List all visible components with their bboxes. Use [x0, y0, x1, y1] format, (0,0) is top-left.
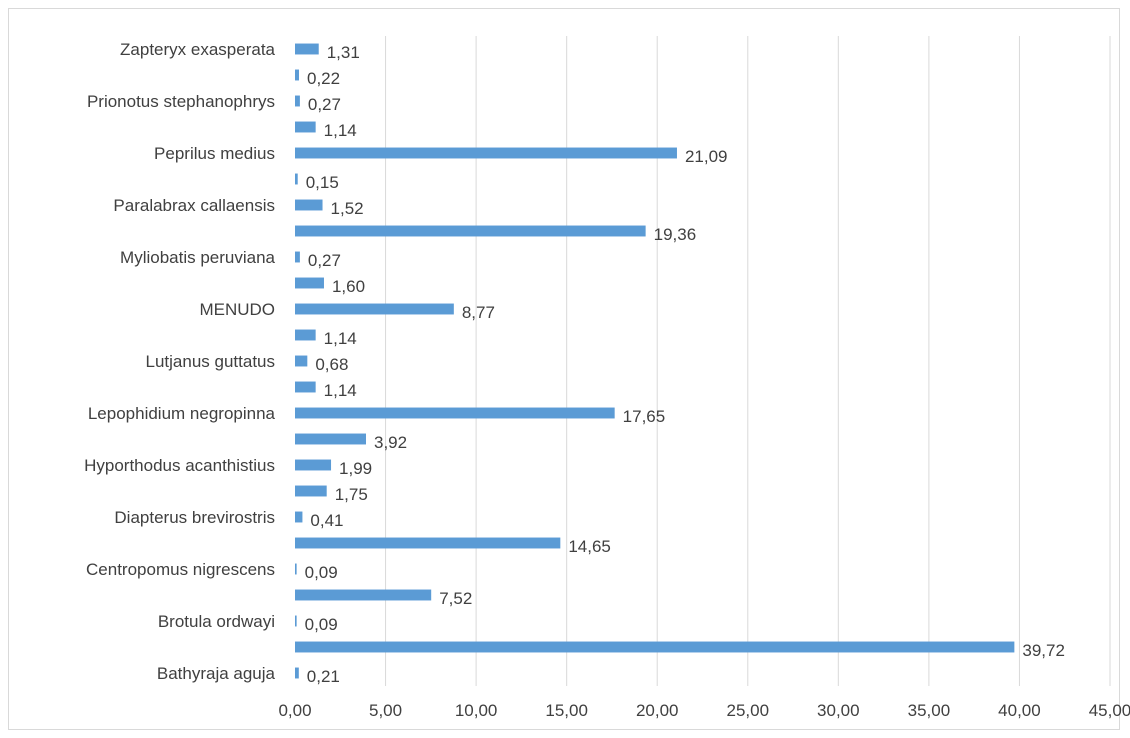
bars: [295, 43, 1015, 679]
bar: [295, 563, 297, 575]
data-label: 0,68: [315, 355, 348, 374]
bar: [295, 225, 646, 237]
bar: [295, 303, 454, 315]
bar: [295, 433, 366, 445]
bar: [295, 641, 1015, 653]
bar: [295, 147, 677, 159]
category-label: Myliobatis peruviana: [120, 248, 276, 267]
category-label: Prionotus stephanophrys: [87, 92, 275, 111]
data-label: 0,15: [306, 173, 339, 192]
data-label: 1,60: [332, 277, 365, 296]
bar: [295, 615, 297, 627]
category-label: Paralabrax callaensis: [113, 196, 275, 215]
data-label: 21,09: [685, 147, 728, 166]
x-tick-label: 5,00: [369, 701, 402, 720]
x-tick-label: 25,00: [727, 701, 770, 720]
category-label: Centropomus nigrescens: [86, 560, 275, 579]
bar: [295, 121, 316, 133]
category-labels: Bathyraja aguja Brotula ordwayi Centropomu…: [84, 40, 275, 683]
data-label: 0,27: [308, 95, 341, 114]
chart-area: [8, 8, 1120, 730]
bar: [295, 667, 299, 679]
data-label: 0,41: [310, 511, 343, 530]
data-label: 14,65: [568, 537, 611, 556]
data-labels: 0,21 39,72 0,09 7,52 0,09 14,65 0,41 1,75 1,993,…: [305, 43, 1065, 686]
category-label: Bathyraja aguja: [157, 664, 276, 683]
x-tick-label: 45,00: [1089, 701, 1130, 720]
bar: [295, 381, 316, 393]
x-tick-label: 30,00: [817, 701, 860, 720]
category-label: Lutjanus guttatus: [146, 352, 275, 371]
data-label: 0,22: [307, 69, 340, 88]
data-label: 39,72: [1022, 641, 1065, 660]
x-tick-label: 10,00: [455, 701, 498, 720]
data-label: 0,21: [307, 667, 340, 686]
bar: [295, 199, 323, 211]
x-axis-tick-labels: 0,00 5,00 10,00 15,00 20,00 25,00 30,00 35,00 40…: [278, 701, 1130, 720]
x-tick-label: 35,00: [908, 701, 951, 720]
data-label: 1,14: [324, 381, 357, 400]
data-label: 1,14: [324, 329, 357, 348]
data-label: 1,14: [324, 121, 357, 140]
bar: [295, 277, 324, 289]
data-label: 0,27: [308, 251, 341, 270]
bar: [295, 511, 303, 523]
bar: [295, 407, 615, 419]
category-label: Lepophidium negropinna: [88, 404, 276, 423]
x-tick-label: 40,00: [998, 701, 1041, 720]
gridlines: [385, 36, 1111, 686]
bar: [295, 485, 327, 497]
category-label: Zapteryx exasperata: [120, 40, 276, 59]
data-label: 17,65: [623, 407, 666, 426]
bar: [295, 329, 316, 341]
bar: [295, 537, 561, 549]
category-label: Diapterus brevirostris: [114, 508, 275, 527]
bar: [295, 69, 299, 81]
data-label: 3,92: [374, 433, 407, 452]
bar: [295, 589, 432, 601]
bar: [295, 95, 300, 107]
data-label: 1,99: [339, 459, 372, 478]
bar: [295, 173, 298, 185]
bar: [295, 355, 308, 367]
bar: [295, 43, 319, 55]
data-label: 19,36: [654, 225, 697, 244]
category-label: MENUDO: [199, 300, 275, 319]
data-label: 1,31: [327, 43, 360, 62]
data-label: 0,09: [305, 615, 338, 634]
category-label: Hyporthodus acanthistius: [84, 456, 275, 475]
x-tick-label: 0,00: [278, 701, 311, 720]
category-label: Peprilus medius: [154, 144, 275, 163]
data-label: 1,52: [331, 199, 364, 218]
data-label: 8,77: [462, 303, 495, 322]
x-tick-label: 20,00: [636, 701, 679, 720]
bar: [295, 251, 300, 263]
bar: [295, 459, 332, 471]
data-label: 1,75: [335, 485, 368, 504]
x-tick-label: 15,00: [545, 701, 588, 720]
data-label: 7,52: [439, 589, 472, 608]
data-label: 0,09: [305, 563, 338, 582]
category-label: Brotula ordwayi: [158, 612, 275, 631]
